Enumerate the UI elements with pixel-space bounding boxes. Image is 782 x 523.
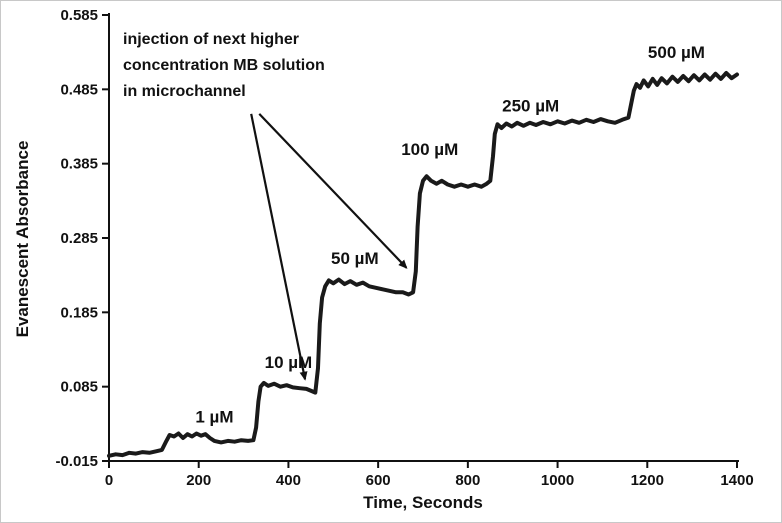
annotation-text: injection of next higher concentration M… — [123, 27, 325, 105]
x-tick-label: 200 — [186, 472, 211, 489]
data-series — [107, 71, 739, 458]
y-tick-label: -0.015 — [55, 453, 98, 470]
annotation-arrows — [250, 113, 408, 381]
x-tick-label: 1200 — [631, 472, 664, 489]
y-tick-label: 0.085 — [60, 379, 98, 396]
y-tick-label: 0.485 — [60, 81, 98, 98]
concentration-label: 500 µM — [648, 43, 705, 62]
annotation-arrow — [250, 113, 308, 381]
x-tick-label: 400 — [276, 472, 301, 489]
concentration-label: 100 µM — [401, 140, 458, 159]
y-tick-label: 0.185 — [60, 304, 98, 321]
annotation-line-1: injection of next higher — [123, 31, 300, 48]
x-tick-label: 1400 — [720, 472, 753, 489]
annotation-line-3: in microchannel — [123, 83, 246, 100]
y-axis-title: Evanescent Absorbance — [13, 140, 32, 338]
concentration-label: 50 µM — [331, 249, 379, 268]
axes: -0.015 0.085 0.185 0.285 0.385 0.485 0.585 0 200… — [55, 7, 753, 489]
concentration-label: 10 µM — [265, 353, 313, 372]
annotation-line-2: concentration MB solution — [123, 57, 325, 74]
point-labels: 1 µM 10 µM 50 µM 100 µM 250 µM 500 µM — [195, 43, 705, 426]
y-tick-label: 0.585 — [60, 7, 98, 24]
x-tick-label: 0 — [105, 472, 113, 489]
annotation-arrow — [258, 113, 408, 269]
concentration-label: 1 µM — [195, 407, 233, 426]
x-axis-title: Time, Seconds — [363, 493, 483, 512]
y-tick-label: 0.285 — [60, 230, 98, 247]
x-tick-label: 800 — [455, 472, 480, 489]
x-tick-label: 600 — [366, 472, 391, 489]
x-tick-label: 1000 — [541, 472, 574, 489]
y-tick-label: 0.385 — [60, 156, 98, 173]
concentration-label: 250 µM — [502, 97, 559, 116]
series-line — [107, 71, 739, 458]
